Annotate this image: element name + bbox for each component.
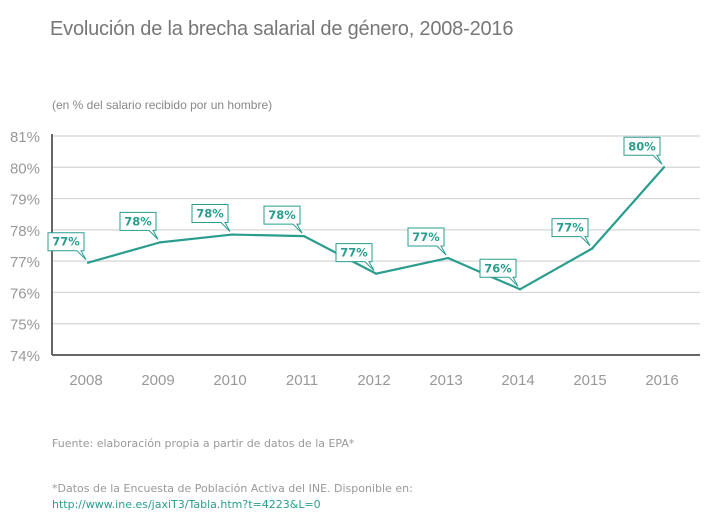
- x-tick-label: 2013: [429, 372, 462, 389]
- footnote: *Datos de la Encuesta de Población Activ…: [52, 482, 413, 495]
- line-chart: 74% 75% 76% 77% 78% 79% 80% 81% 2008 2009 2010 201…: [10, 129, 700, 389]
- x-tick-label: 2009: [141, 372, 174, 389]
- x-tick-label: 2010: [213, 372, 246, 389]
- series: [86, 166, 666, 291]
- source-link[interactable]: http://www.ine.es/jaxiT3/Tabla.htm?t=422…: [52, 498, 321, 511]
- data-point: [662, 166, 666, 169]
- x-tick-label: 2015: [573, 372, 606, 389]
- x-axis-ticks: 2008 2009 2010 2011 2012 2013 2014 2015 2016: [69, 372, 678, 389]
- y-tick-label: 75%: [10, 317, 40, 334]
- callout-box: [119, 211, 159, 240]
- data-point: [230, 233, 234, 236]
- data-point: [446, 256, 450, 260]
- x-tick-label: 2011: [286, 372, 318, 389]
- data-label: 77%: [340, 246, 368, 260]
- y-tick-label: 78%: [10, 223, 40, 240]
- data-label-callout: 77%: [47, 232, 87, 261]
- data-label: 78%: [196, 207, 224, 221]
- data-point: [158, 241, 162, 244]
- y-tick-label: 81%: [10, 129, 40, 146]
- callout-box: [191, 204, 231, 232]
- data-label: 77%: [412, 230, 440, 244]
- data-point: [590, 247, 594, 250]
- x-tick-label: 2008: [69, 372, 102, 389]
- data-label-callout: 77%: [407, 227, 447, 256]
- data-label-callout: 78%: [191, 204, 231, 232]
- data-label: 78%: [124, 214, 152, 228]
- data-labels: 77% 78% 78% 78% 77% 77% 76% 77% 80%: [47, 136, 663, 287]
- data-point: [86, 261, 90, 264]
- y-axis-ticks: 74% 75% 76% 77% 78% 79% 80% 81%: [10, 129, 40, 365]
- data-label: 76%: [484, 261, 512, 275]
- y-tick-label: 80%: [10, 160, 40, 177]
- y-tick-label: 76%: [10, 285, 40, 302]
- x-tick-label: 2016: [645, 372, 678, 389]
- source-note: Fuente: elaboración propia a partir de d…: [52, 437, 355, 450]
- data-label: 80%: [628, 139, 656, 153]
- data-label: 77%: [52, 235, 80, 249]
- y-tick-label: 77%: [10, 254, 40, 271]
- data-label-callout: 77%: [335, 243, 375, 272]
- callout-box: [479, 258, 519, 287]
- y-tick-label: 74%: [10, 348, 40, 365]
- callout-box: [407, 227, 447, 256]
- x-tick-label: 2014: [501, 372, 534, 389]
- data-point: [302, 234, 306, 238]
- callout-box: [335, 243, 375, 272]
- data-label-callout: 80%: [623, 136, 663, 165]
- data-label-callout: 78%: [263, 205, 303, 234]
- chart-subtitle: (en % del salario recibido por un hombre…: [52, 98, 273, 112]
- callout-box: [551, 218, 591, 246]
- data-label: 77%: [556, 221, 584, 235]
- callout-box: [623, 136, 663, 165]
- chart-title: Evolución de la brecha salarial de géner…: [50, 18, 514, 40]
- data-point: [518, 288, 522, 291]
- data-label: 78%: [268, 208, 296, 222]
- callout-box: [47, 232, 87, 261]
- y-tick-label: 79%: [10, 192, 40, 209]
- data-point: [374, 272, 378, 275]
- x-tick-label: 2012: [357, 372, 390, 389]
- data-label-callout: 76%: [479, 258, 519, 287]
- gridlines: [52, 135, 700, 325]
- data-label-callout: 77%: [551, 218, 591, 246]
- callout-box: [263, 205, 303, 234]
- data-label-callout: 78%: [119, 211, 159, 240]
